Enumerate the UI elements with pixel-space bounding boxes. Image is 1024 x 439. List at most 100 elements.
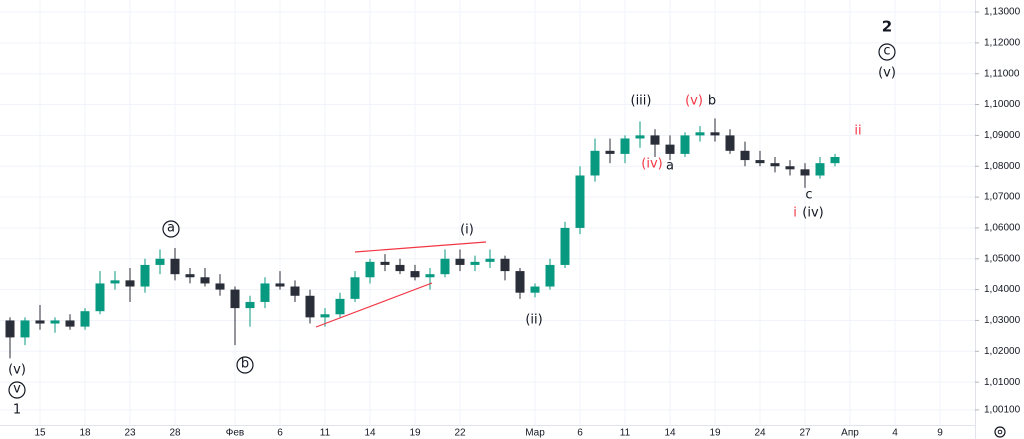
candle-body xyxy=(140,264,150,287)
candle-body xyxy=(470,261,480,265)
wave-label: (v) xyxy=(685,94,703,109)
x-tick-label: 14 xyxy=(364,428,376,439)
candle-body xyxy=(755,160,765,164)
candle-body xyxy=(815,163,825,176)
wave-label: c xyxy=(805,188,812,203)
candle-body xyxy=(170,258,180,275)
candle-body xyxy=(680,135,690,154)
x-tick-label: Апр xyxy=(841,428,859,439)
y-tick-label: 1,03000 xyxy=(984,315,1021,326)
wave-labels: (v) v 1 a b (i) (ii) (iii) (v) b (iv) a … xyxy=(8,18,896,418)
candle-body xyxy=(350,277,360,299)
candle-body xyxy=(365,261,375,278)
wave-label: b xyxy=(241,357,249,372)
wave-label: (v) xyxy=(8,363,26,378)
candle-body xyxy=(260,283,270,302)
candle-body xyxy=(410,271,420,278)
x-tick-label: 15 xyxy=(34,428,46,439)
candle-body xyxy=(800,169,810,176)
x-tick-label: Мар xyxy=(525,428,545,439)
candle-body xyxy=(830,156,840,164)
y-tick-label: 1,12000 xyxy=(984,38,1021,49)
wave-label: (iii) xyxy=(631,94,652,109)
x-tick-label: 11 xyxy=(320,428,331,439)
y-tick-label: 1,13000 xyxy=(984,7,1021,18)
candle-body xyxy=(245,301,255,309)
wave-label: (v) xyxy=(878,66,896,81)
y-tick-label: 1,05000 xyxy=(984,253,1021,264)
gear-icon[interactable] xyxy=(994,426,1006,438)
wave-label: i xyxy=(793,206,797,221)
wave-label: v xyxy=(13,382,21,397)
candle-body xyxy=(290,286,300,296)
y-tick-label: 1,10000 xyxy=(984,99,1021,110)
y-tick-label: 1,04000 xyxy=(984,284,1021,295)
candle-body xyxy=(515,271,525,293)
candle-body xyxy=(200,277,210,284)
candle-body xyxy=(395,264,405,272)
wave-label: (ii) xyxy=(525,313,542,328)
candle-body xyxy=(590,150,600,176)
candle-body xyxy=(485,258,495,262)
candle-body xyxy=(335,298,345,315)
x-tick-label: 6 xyxy=(577,428,583,439)
candle-body xyxy=(215,283,225,290)
x-tick-label: 6 xyxy=(277,428,283,439)
candle-body xyxy=(230,289,240,309)
candle-body xyxy=(320,314,330,318)
y-tick-label: 1,07000 xyxy=(984,192,1021,203)
x-tick-label: 19 xyxy=(409,428,421,439)
y-tick-label: 1,08000 xyxy=(984,161,1021,172)
x-tick-label: 24 xyxy=(754,428,766,439)
candle-body xyxy=(545,264,555,287)
candle-body xyxy=(50,320,60,324)
gear-icon-center[interactable] xyxy=(997,429,1003,435)
candle-body xyxy=(665,144,675,154)
label-circle xyxy=(162,220,180,238)
y-tick-label: 1,02000 xyxy=(984,346,1021,357)
y-tick-label: 1,09000 xyxy=(984,130,1021,141)
candle-body xyxy=(95,283,105,312)
x-tick-label: 14 xyxy=(664,428,676,439)
label-circle xyxy=(8,381,26,399)
candle-body xyxy=(305,295,315,318)
candle-body xyxy=(575,175,585,228)
candle-body xyxy=(650,135,660,145)
label-circle xyxy=(878,43,896,61)
candle-body xyxy=(455,258,465,265)
candle-body xyxy=(35,320,45,324)
candle-body xyxy=(80,311,90,327)
wave-label: (iv) xyxy=(641,157,662,172)
candle-body xyxy=(770,163,780,167)
wave-label: c xyxy=(883,44,890,59)
candle-body xyxy=(530,286,540,293)
grid xyxy=(0,0,975,425)
candle-body xyxy=(275,283,285,287)
wave-label: a xyxy=(666,159,674,174)
candle-body xyxy=(605,150,615,154)
candle-body xyxy=(785,166,795,170)
x-tick-label: 28 xyxy=(169,428,181,439)
candle-body xyxy=(635,135,645,139)
y-tick-label: 1,11000 xyxy=(984,68,1020,79)
candles xyxy=(5,118,840,359)
axes: 1,00100 1,01000 1,02000 1,03000 1,04000 1,050… xyxy=(34,7,1020,439)
candle-body xyxy=(185,274,195,278)
candle-body xyxy=(65,320,75,327)
x-tick-label: 9 xyxy=(937,428,943,439)
settings-button[interactable] xyxy=(994,426,1006,438)
candle-body xyxy=(20,320,30,338)
wave-label: ii xyxy=(854,124,861,139)
x-tick-label: 4 xyxy=(892,428,898,439)
wave-label: (iv) xyxy=(802,206,823,221)
wave-label: b xyxy=(708,94,716,109)
candle-body xyxy=(560,227,570,265)
x-tick-label: 11 xyxy=(620,428,631,439)
candle-body xyxy=(725,135,735,151)
x-tick-label: 18 xyxy=(79,428,91,439)
y-tick-label: 1,06000 xyxy=(984,223,1021,234)
x-tick-label: 19 xyxy=(709,428,721,439)
trend-line xyxy=(354,241,487,253)
wave-label: a xyxy=(167,221,175,236)
